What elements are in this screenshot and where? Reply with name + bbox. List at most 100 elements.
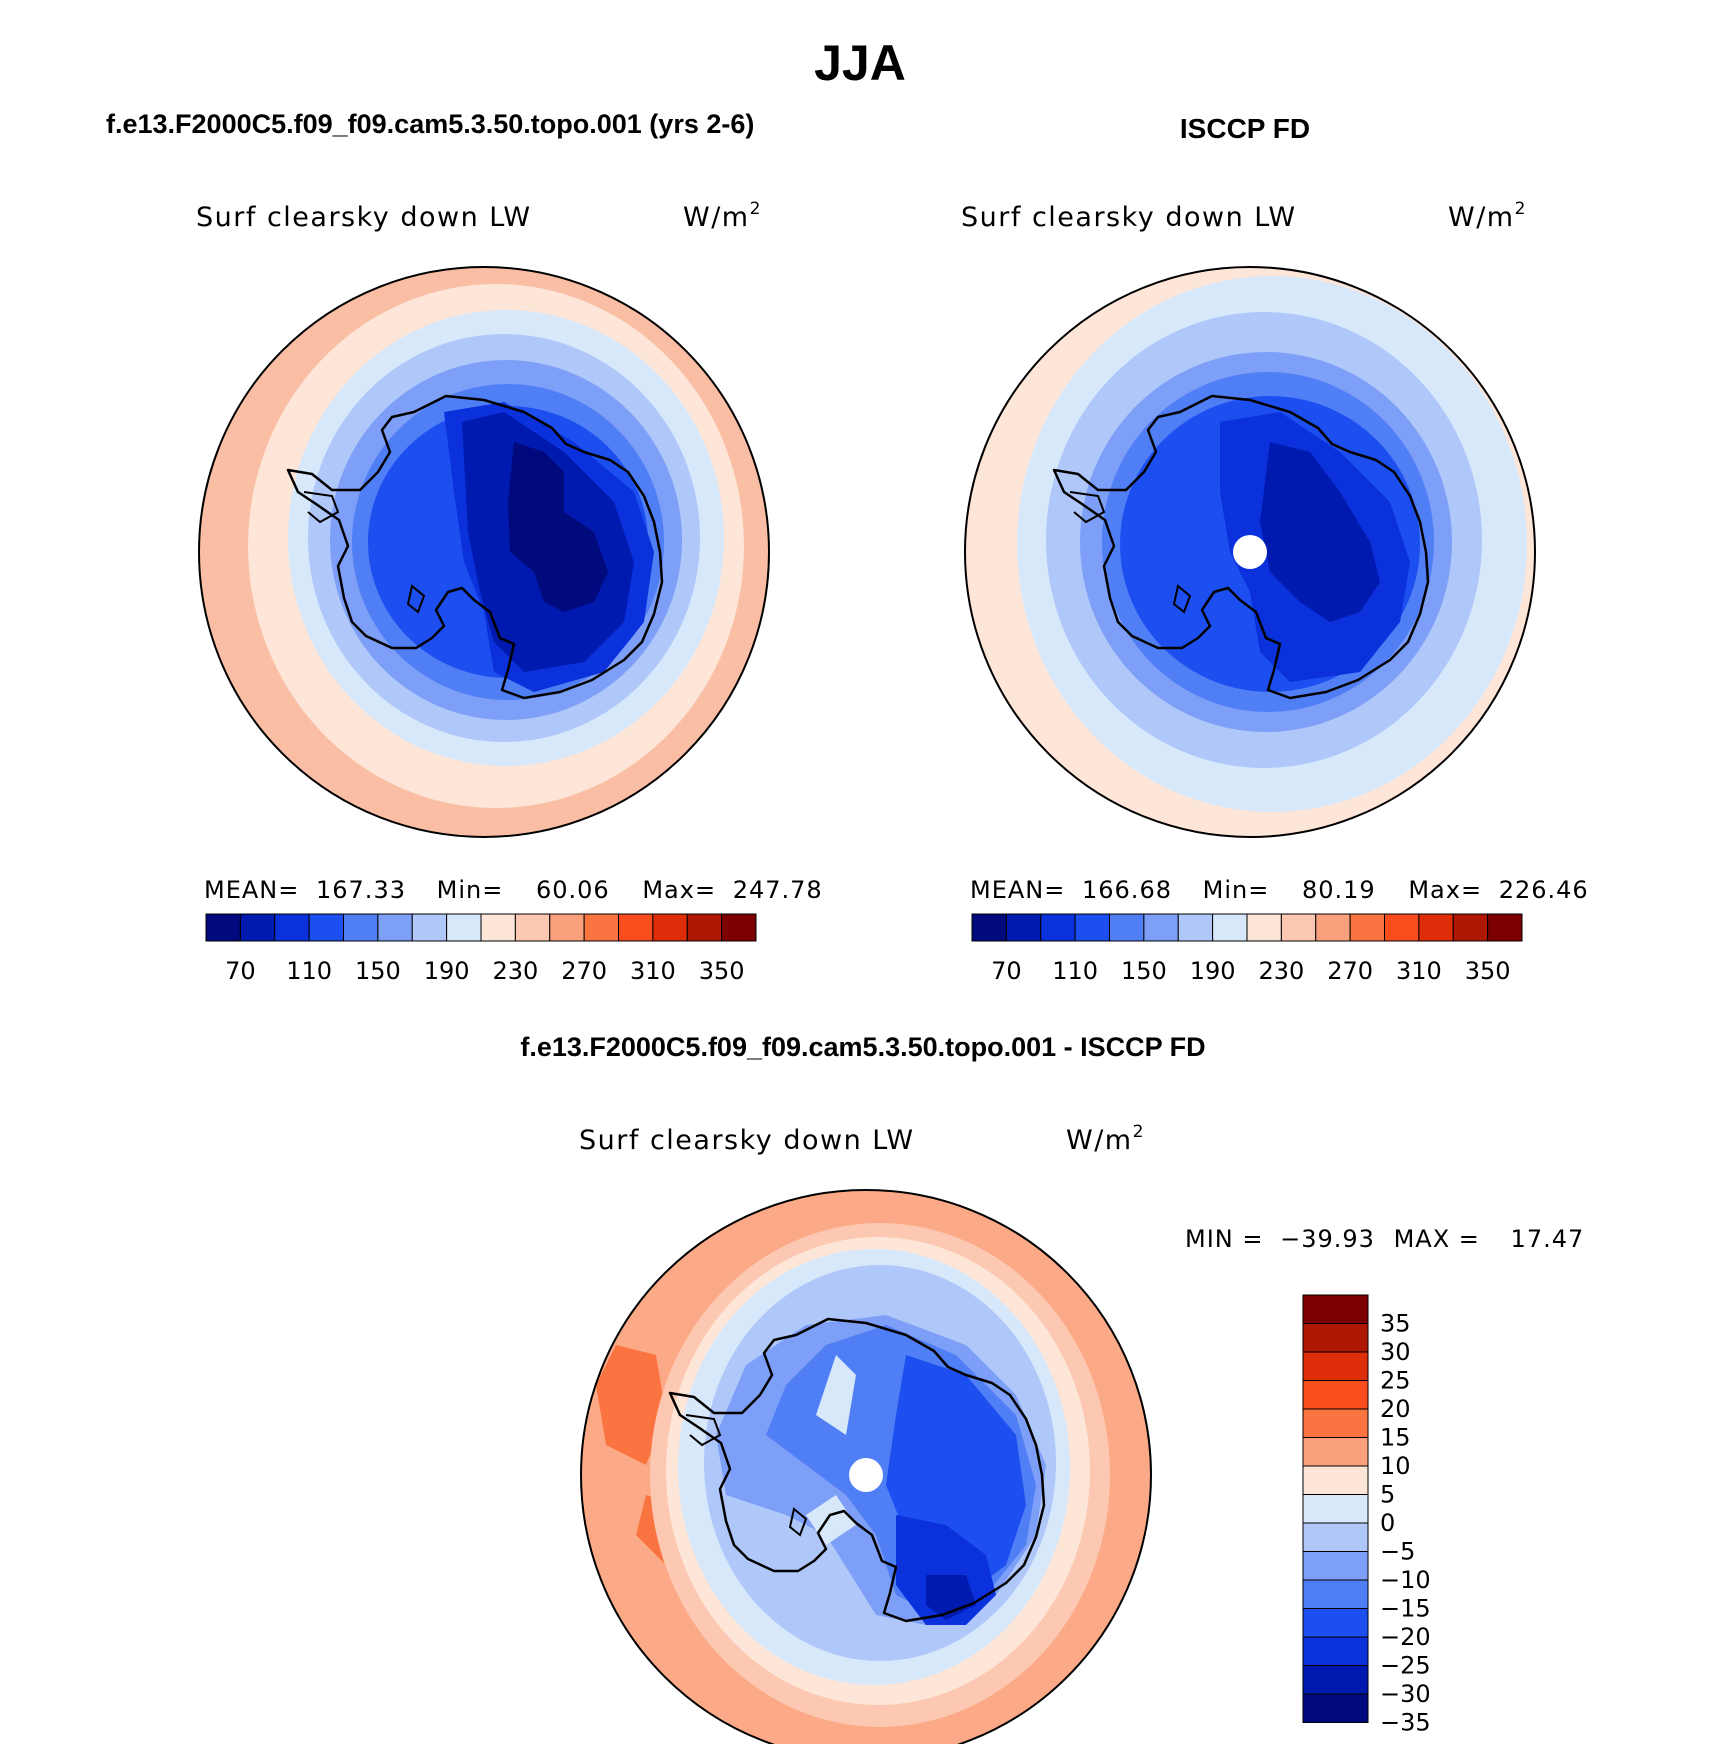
panel2-stats: MEAN= 166.68 Min= 80.19 Max= 226.46 [970,876,1589,904]
panel3-stats: MIN = −39.93 MAX = 17.47 [1185,1225,1584,1253]
panel2-units-exp: 2 [1515,199,1527,219]
panel2-colorbar-tick-label: 110 [1052,957,1098,985]
panel3-colorbar-tick-label: 25 [1380,1367,1411,1395]
panel1-colorbar-swatch [721,913,757,942]
panel2-colorbar-tick-label: 350 [1465,957,1511,985]
panel3-colorbar-tick-label: −20 [1380,1623,1431,1651]
panel1-colorbar-swatch [274,913,310,942]
panel1-units: W/m2 [683,199,762,233]
panel2-colorbar-swatch [1005,913,1042,942]
panel1-max-value: 247.78 [733,876,823,904]
panel2-colorbar-swatch [1143,913,1179,942]
panel1-colorbar-swatch [480,913,516,942]
panel1-units-base: W/m [683,202,750,233]
panel3-map [580,1189,1152,1749]
panel2-colorbar-swatch [1212,913,1248,942]
panel1-colorbar-swatch [686,913,723,942]
panel3-units-base: W/m [1066,1125,1133,1156]
panel3-var-label: Surf clearsky down LW [579,1125,915,1156]
panel3-colorbar-tick-label: 20 [1380,1395,1411,1423]
panel2-units-base: W/m [1448,202,1515,233]
panel3-colorbar-swatch [1302,1608,1369,1638]
panel3-colorbar-swatch [1302,1693,1369,1723]
panel2-colorbar: 70 110 150 190 230 270 310 350 [971,913,1523,985]
panel2-colorbar-swatch [1177,913,1214,942]
panel3-colorbar-swatch [1302,1551,1369,1581]
panel3-colorbar-tick-label: 10 [1380,1452,1411,1480]
panel2-colorbar-swatch [1487,913,1523,942]
panel1-colorbar-swatch [343,913,379,942]
panel2-colorbar-swatch [1246,913,1282,942]
panel3-max-label: MAX = [1394,1225,1480,1253]
panel1-map [198,266,770,838]
main-title: JJA [814,35,906,91]
panel1-stats: MEAN= 167.33 Min= 60.06 Max= 247.78 [204,876,823,904]
panel3-colorbar-swatch [1302,1636,1369,1666]
panel2-colorbar-tick-label: 270 [1327,957,1373,985]
panel3-colorbar-swatch [1302,1522,1369,1552]
panel3-colorbar-swatch [1302,1494,1369,1524]
panel3-min-value: −39.93 [1280,1225,1375,1253]
panel3-colorbar-swatch [1302,1437,1369,1467]
panel1-colorbar: 70 110 150 190 230 270 310 350 [205,913,757,985]
panel1-colorbar-swatch [618,913,654,942]
panel2-colorbar-tick-label: 310 [1396,957,1442,985]
panel1-units-exp: 2 [750,199,762,219]
panel3-colorbar-tick-label: −10 [1380,1566,1431,1594]
panel3-colorbar-swatch [1302,1408,1369,1438]
panel2-var-label: Surf clearsky down LW [961,202,1297,233]
panel1-colorbar-swatch [308,913,344,942]
panel2-map [964,266,1536,838]
panel3-colorbar-swatch [1302,1351,1369,1381]
panel2-colorbar-swatch [1109,913,1145,942]
panel2-mean-value: 166.68 [1082,876,1172,904]
panel3-colorbar-tick-label: −30 [1380,1680,1431,1708]
panel1-colorbar-swatch [239,913,276,942]
panel1-colorbar-tick-label: 70 [225,957,256,985]
panel1-min-value: 60.06 [536,876,610,904]
panel3-colorbar-tick-label: −35 [1380,1709,1431,1737]
panel1-colorbar-tick-label: 230 [492,957,538,985]
panel3-colorbar-tick-label: 0 [1380,1509,1395,1537]
panel2-min-label: Min= [1203,876,1270,904]
panel3-colorbar-swatch [1302,1465,1369,1495]
panel2-colorbar-swatch [971,913,1007,942]
panel2-case-title: ISCCP FD [1180,113,1310,144]
panel3-colorbar-swatch [1302,1579,1369,1609]
panel3-colorbar-tick-label: −15 [1380,1595,1431,1623]
panel3-colorbar-tick-label: 35 [1380,1310,1411,1338]
panel1-case-title: f.e13.F2000C5.f09_f09.cam5.3.50.topo.001… [106,109,754,139]
panel3-units-exp: 2 [1133,1122,1145,1142]
panel1-colorbar-swatch [205,913,241,942]
panel1-colorbar-tick-label: 270 [561,957,607,985]
panel3-units: W/m2 [1066,1122,1145,1156]
panel1-colorbar-tick-label: 350 [699,957,745,985]
panel3-colorbar-swatch [1302,1380,1369,1410]
panel2-colorbar-swatch [1349,913,1385,942]
panel3-colorbar-tick-label: 5 [1380,1481,1395,1509]
panel2-mean-label: MEAN= [970,876,1065,904]
panel1-colorbar-tick-label: 110 [286,957,332,985]
panel3-colorbar-swatch [1302,1323,1369,1353]
panel2-colorbar-swatch [1315,913,1351,942]
panel3-colorbar-tick-label: −25 [1380,1652,1431,1680]
panel1-colorbar-swatch [652,913,688,942]
panel3-colorbar-swatch [1302,1665,1369,1695]
panel2-max-value: 226.46 [1499,876,1589,904]
panel1-var-label: Surf clearsky down LW [196,202,532,233]
panel1-colorbar-tick-label: 190 [424,957,470,985]
panel2-colorbar-tick-label: 190 [1190,957,1236,985]
panel1-mean-value: 167.33 [316,876,406,904]
panel3-max-value: 17.47 [1511,1225,1585,1253]
panel2-colorbar-tick-label: 150 [1121,957,1167,985]
panel1-colorbar-tick-label: 150 [355,957,401,985]
panel1-colorbar-swatch [411,913,448,942]
panel1-colorbar-swatch [377,913,413,942]
panel2-colorbar-swatch [1418,913,1454,942]
panel3-min-label: MIN = [1185,1225,1263,1253]
panel3-colorbar-tick-label: −5 [1380,1538,1415,1566]
panel2-units: W/m2 [1448,199,1527,233]
panel3-colorbar-tick-label: 30 [1380,1338,1411,1366]
panel2-colorbar-swatch [1280,913,1317,942]
